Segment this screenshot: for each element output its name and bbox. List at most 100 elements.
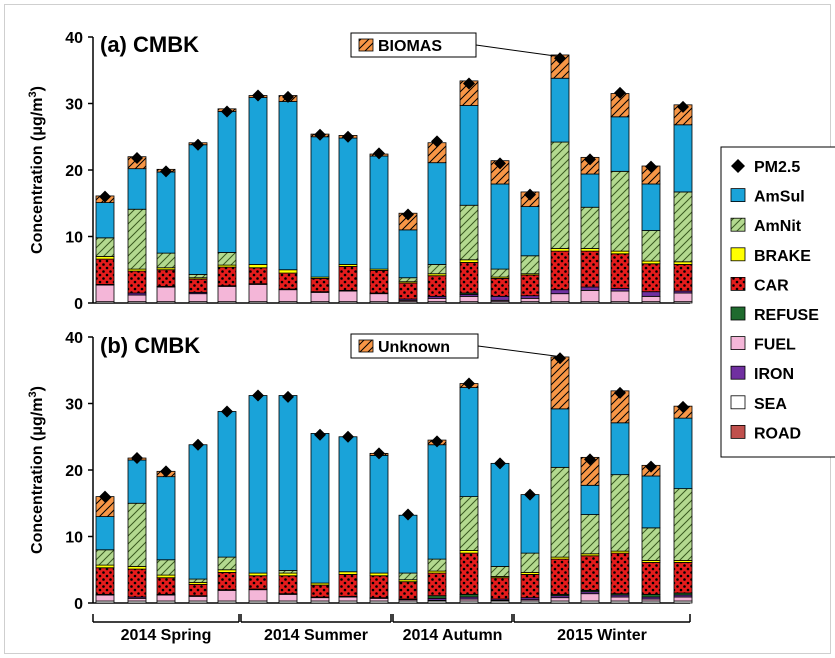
bar-segment-fuel [459, 295, 479, 303]
bar-segment-car [398, 282, 418, 300]
bar-segment-amnit [550, 466, 570, 558]
pm25-marker [160, 165, 172, 178]
bar-segment-amnit [127, 502, 147, 567]
bar-segment-fuel [95, 284, 115, 303]
y-tick-label: 30 [65, 97, 83, 114]
bar-segment-amsul [248, 395, 268, 574]
bar-segment-car [248, 267, 268, 285]
y-tick-label: 30 [65, 397, 83, 414]
bar-segment-iron [550, 289, 570, 295]
pm25-marker [645, 460, 657, 473]
x-group-label: 2014 Summer [264, 627, 368, 644]
bar-segment-amsul [278, 101, 298, 271]
legend-label-amnit: AmNit [754, 218, 802, 235]
legend-swatch-brake [730, 247, 746, 262]
y-axis-label: Concentration (μg/m3) [27, 86, 46, 254]
y-axis-label-part: 3 [27, 91, 39, 97]
bar-segment-amsul [338, 436, 358, 573]
y-tick-label: 10 [65, 530, 83, 547]
x-group-label: 2015 Winter [557, 627, 647, 644]
pm25-marker [554, 52, 566, 65]
bar-segment-amsul [188, 444, 208, 580]
bar-segment-amnit [610, 170, 630, 252]
legend-label-pm2-5: PM2.5 [754, 159, 800, 176]
bar-segment-amsul [95, 202, 115, 239]
y-tick-label: 0 [74, 596, 83, 613]
bar-segment-car [278, 575, 298, 595]
bar-segment-amnit [610, 474, 630, 552]
bar-segment-fuel [580, 289, 600, 303]
pm25-marker [131, 452, 143, 465]
bar-segment-fuel [188, 595, 208, 602]
pm25-marker [221, 405, 233, 418]
bar-segment-car [369, 270, 389, 294]
bar-segment-amnit [95, 549, 115, 566]
pm25-marker [614, 386, 626, 399]
bar-segment-car [490, 577, 510, 600]
pm25-marker [584, 453, 596, 466]
bar-segment-unknown [550, 356, 570, 410]
callout-label: Unknown [378, 339, 450, 356]
y-axis-label-part: Concentration ( [29, 435, 46, 554]
y-axis-label-part: ) [29, 386, 46, 391]
bar-segment-amnit [188, 578, 208, 583]
pm25-marker [192, 438, 204, 451]
bar-segment-amsul [127, 168, 147, 210]
bar-segment-amsul [610, 422, 630, 476]
legend-label-fuel: FUEL [754, 337, 796, 354]
callout-leader-line [477, 345, 558, 357]
bar-segment-car [580, 555, 600, 591]
bar-segment-amsul [398, 514, 418, 574]
pm25-marker [221, 105, 233, 118]
bar-segment-amsul [278, 395, 298, 571]
bar-segment-amsul [520, 206, 540, 257]
bar-segment-fuel [310, 597, 330, 602]
legend-label-road: ROAD [754, 425, 801, 442]
bar-segment-fuel [673, 596, 693, 602]
bar-segment-amsul [427, 162, 447, 265]
legend-swatch-road [730, 424, 746, 439]
pm25-marker [282, 390, 294, 403]
bar-segment-fuel [278, 593, 298, 602]
bar-segment-amsul [427, 444, 447, 560]
legend-label-brake: BRAKE [754, 248, 811, 265]
pm25-marker [494, 457, 506, 470]
bar-segment-fuel [338, 596, 358, 602]
bar-segment-amsul [641, 183, 661, 231]
bar-segment-fuel [520, 297, 540, 303]
bar-segment-car [641, 562, 661, 595]
bar-segment-amnit [673, 488, 693, 561]
callout-leader-line [475, 44, 558, 57]
bar-segment-amsul [127, 459, 147, 504]
pm25-marker [342, 130, 354, 143]
bar-segment-car [427, 572, 447, 597]
bar-segment-fuel [610, 596, 630, 602]
bar-segment-amsul [338, 137, 358, 265]
bar-segment-car [520, 574, 540, 599]
bar-segment-car [459, 552, 479, 595]
bar-segment-amsul [459, 105, 479, 206]
y-tick-label: 40 [65, 30, 83, 47]
pm25-marker [314, 128, 326, 141]
pm25-marker [677, 400, 689, 413]
bar-segment-fuel [188, 293, 208, 303]
legend-swatch-amsul [730, 188, 746, 203]
bar-segment-fuel [641, 295, 661, 303]
bar-segment-amsul [459, 387, 479, 498]
bar-segment-car [338, 574, 358, 597]
bar-segment-amnit [156, 559, 176, 576]
pm25-marker [252, 389, 264, 402]
y-axis-label-part: μg/m [29, 98, 46, 136]
bar-segment-fuel [217, 589, 237, 602]
y-tick-label: 10 [65, 230, 83, 247]
bar-segment-amsul [550, 408, 570, 468]
legend-swatch-pm25 [731, 159, 745, 173]
bar-segment-amsul [156, 171, 176, 254]
legend-label-amsul: AmSul [754, 189, 805, 206]
bar-segment-iron [490, 295, 510, 301]
bar-segment-car [550, 250, 570, 291]
bar-segment-car [673, 264, 693, 292]
bar-segment-amnit [641, 527, 661, 561]
bar-segment-car [310, 277, 330, 293]
bar-segment-amsul [310, 433, 330, 584]
